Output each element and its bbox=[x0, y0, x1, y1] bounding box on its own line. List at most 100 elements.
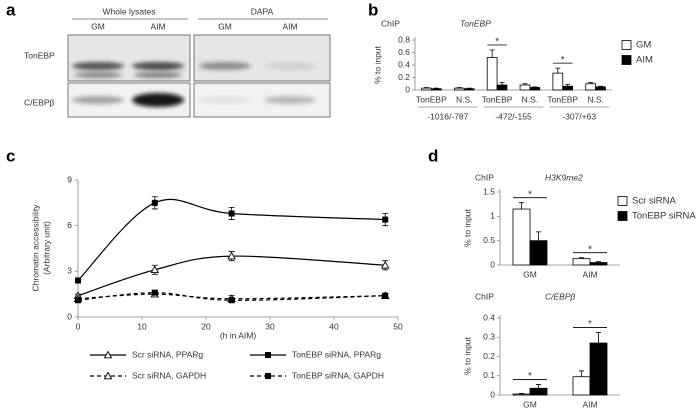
marker bbox=[380, 260, 390, 269]
error-bar bbox=[522, 83, 528, 85]
bar bbox=[463, 88, 475, 91]
blot-header: DAPA bbox=[251, 6, 274, 16]
y-tick-label: 0 bbox=[405, 84, 410, 94]
bar bbox=[486, 57, 498, 91]
legend-swatch bbox=[621, 55, 632, 65]
lane-label: AIM bbox=[150, 21, 165, 31]
bar bbox=[589, 342, 608, 396]
significance-mark: * bbox=[528, 189, 532, 200]
legend-swatch bbox=[617, 196, 628, 206]
y-tick-label: 6 bbox=[67, 220, 72, 230]
x-tick-label: AIM bbox=[582, 269, 597, 279]
blot-band bbox=[134, 72, 182, 78]
legend-label: TonEBP siRNA, GAPDH bbox=[292, 370, 384, 380]
blot-band bbox=[74, 72, 122, 78]
blot-frame bbox=[193, 34, 331, 82]
bar bbox=[421, 87, 432, 91]
x-tick-label: GM bbox=[523, 269, 537, 279]
legend-marker bbox=[265, 352, 271, 358]
y-tick-label: 0.4 bbox=[483, 312, 495, 322]
y-tick-label: 0.6 bbox=[398, 47, 410, 57]
bar bbox=[572, 376, 591, 396]
x-tick-label: TonEBP bbox=[416, 94, 447, 104]
significance-mark: * bbox=[588, 244, 592, 255]
blot-header: Whole lysates bbox=[103, 6, 156, 16]
significance-mark: * bbox=[495, 37, 499, 48]
panel-letter: d bbox=[428, 146, 438, 165]
target-label: TonEBP bbox=[460, 18, 491, 28]
blot-band bbox=[132, 62, 184, 70]
marker bbox=[75, 297, 81, 304]
y-tick-label: 0 bbox=[490, 389, 495, 399]
group-label: -472/-155 bbox=[495, 111, 532, 121]
x-tick-label: N.S. bbox=[587, 94, 604, 104]
y-axis-label: % to input bbox=[372, 45, 382, 83]
y-tick-label: 0.3 bbox=[483, 332, 495, 342]
error-bar bbox=[466, 87, 472, 89]
x-tick-label: 20 bbox=[201, 321, 211, 331]
y-tick-label: 0.2 bbox=[398, 72, 410, 82]
y-tick-label: 1.5 bbox=[483, 186, 495, 196]
series-line bbox=[77, 255, 386, 297]
blot-band bbox=[132, 93, 184, 107]
error-bar bbox=[423, 87, 429, 89]
y-axis-label: Chromatin accessibility bbox=[30, 204, 40, 292]
row-label: C/EBPβ bbox=[24, 97, 55, 107]
x-tick-label: 50 bbox=[393, 321, 403, 331]
legend-label: TonEBP siRNA, PPARg bbox=[292, 349, 381, 359]
blot-band bbox=[199, 62, 251, 70]
blot-band bbox=[264, 96, 316, 104]
legend-marker bbox=[265, 373, 271, 379]
marker bbox=[75, 277, 81, 284]
bar bbox=[512, 208, 531, 266]
error-bar bbox=[456, 87, 462, 89]
panel-letter: b bbox=[368, 0, 378, 19]
error-bar bbox=[489, 49, 495, 58]
marker bbox=[151, 289, 158, 296]
bar bbox=[512, 393, 531, 396]
bar bbox=[572, 258, 591, 266]
row-label: TonEBP bbox=[24, 50, 55, 60]
legend-label: Scr siRNA, GAPDH bbox=[132, 370, 206, 380]
y-tick-label: 9 bbox=[67, 174, 72, 184]
chip-label: ChIP bbox=[475, 291, 494, 301]
lane-label: AIM bbox=[282, 21, 297, 31]
legend-marker bbox=[103, 371, 113, 380]
error-bar bbox=[588, 82, 594, 84]
bar bbox=[529, 87, 541, 91]
significance-mark: * bbox=[561, 55, 565, 66]
bar bbox=[519, 84, 531, 91]
marker bbox=[382, 216, 389, 223]
marker bbox=[382, 292, 389, 299]
legend-label: GM bbox=[636, 40, 651, 51]
error-bar bbox=[433, 87, 439, 89]
panel-letter: c bbox=[6, 146, 15, 165]
legend-marker bbox=[103, 350, 113, 359]
legend-label: AIM bbox=[636, 55, 653, 66]
marker bbox=[151, 199, 158, 206]
lane-label: GM bbox=[91, 21, 105, 31]
y-tick-label: 0.5 bbox=[483, 235, 495, 245]
bar bbox=[496, 84, 508, 91]
marker bbox=[227, 251, 236, 260]
series-line bbox=[77, 198, 386, 281]
x-tick-label: AIM bbox=[582, 399, 597, 409]
group-label: -1016/-787 bbox=[427, 111, 468, 121]
lane-label: GM bbox=[218, 21, 232, 31]
blot-band bbox=[72, 62, 124, 70]
chip-label: ChIP bbox=[381, 18, 400, 28]
error-bar bbox=[555, 67, 561, 74]
x-tick-label: 30 bbox=[265, 321, 275, 331]
bar bbox=[453, 87, 465, 91]
marker bbox=[228, 210, 235, 217]
x-tick-label: N.S. bbox=[522, 94, 539, 104]
legend-swatch bbox=[617, 211, 628, 221]
bar bbox=[431, 88, 442, 91]
significance-mark: * bbox=[528, 371, 532, 382]
panel-letter: a bbox=[6, 0, 16, 19]
legend-label: Scr siRNA bbox=[632, 196, 676, 207]
blot-band bbox=[264, 62, 316, 70]
marker bbox=[228, 297, 235, 304]
